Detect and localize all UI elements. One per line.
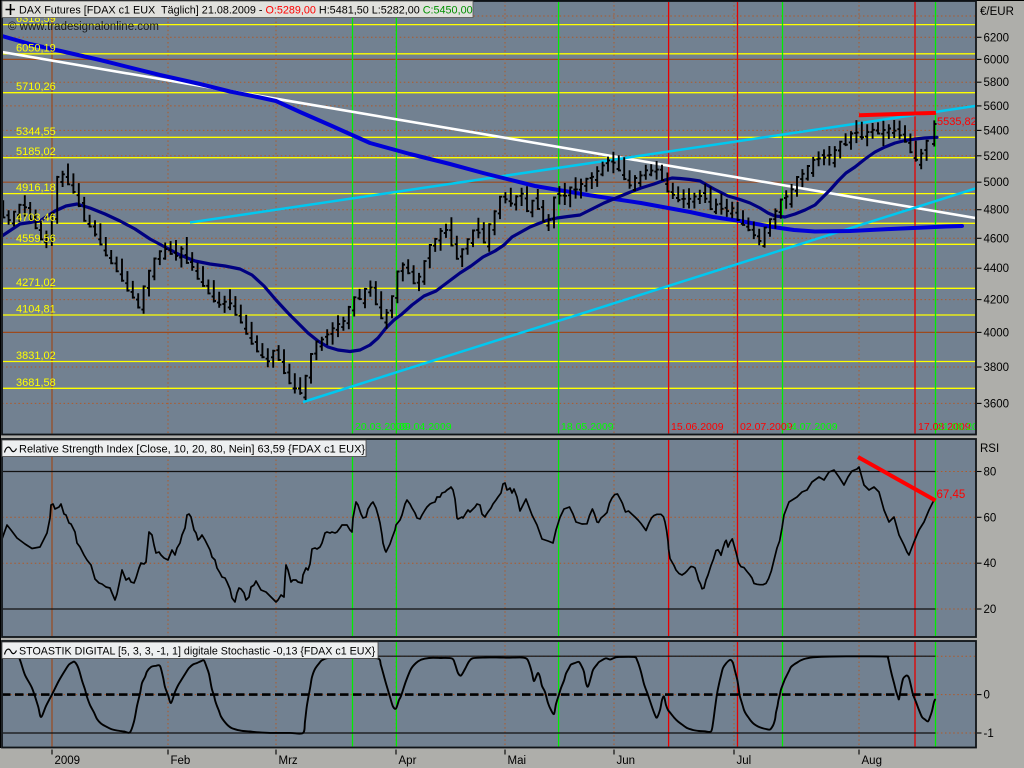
svg-text:4104,81: 4104,81 (16, 304, 56, 316)
svg-text:5600: 5600 (984, 101, 1010, 113)
svg-text:5200: 5200 (984, 151, 1010, 163)
svg-text:© www.tradesignalonline.com: © www.tradesignalonline.com (8, 21, 159, 33)
svg-text:20.03.2009: 20.03.2009 (355, 421, 408, 433)
svg-text:4800: 4800 (984, 205, 1010, 217)
svg-text:5400: 5400 (984, 125, 1010, 137)
svg-text:09.04.2009: 09.04.2009 (399, 421, 452, 433)
svg-text:0: 0 (984, 690, 990, 702)
svg-text:4559,56: 4559,56 (16, 233, 56, 245)
svg-text:5000: 5000 (984, 177, 1010, 189)
svg-text:STOASTIK DIGITAL [5, 3, 3, -1,: STOASTIK DIGITAL [5, 3, 3, -1, 1] digita… (19, 646, 376, 658)
svg-text:€/EUR: €/EUR (980, 6, 1014, 18)
svg-text:Mrz: Mrz (279, 755, 298, 767)
svg-text:Feb: Feb (171, 755, 191, 767)
svg-text:2009: 2009 (55, 755, 81, 767)
svg-text:RSI: RSI (980, 443, 999, 455)
svg-text:80: 80 (984, 467, 997, 479)
svg-text:4600: 4600 (984, 233, 1010, 245)
svg-text:6200: 6200 (984, 32, 1010, 44)
svg-text:60: 60 (984, 512, 997, 524)
svg-text:6000: 6000 (984, 54, 1010, 66)
svg-text:Jun: Jun (617, 755, 636, 767)
svg-text:5344,55: 5344,55 (16, 126, 56, 138)
svg-text:40: 40 (984, 558, 997, 570)
svg-text:3831,02: 3831,02 (16, 350, 56, 362)
svg-text:4200: 4200 (984, 295, 1010, 307)
svg-text:20: 20 (984, 604, 997, 616)
svg-text:15.06.2009: 15.06.2009 (671, 421, 724, 433)
svg-text:Apr: Apr (399, 755, 417, 767)
svg-text:4703,46: 4703,46 (16, 212, 56, 224)
svg-text:17.08.2009: 17.08.2009 (918, 421, 971, 433)
svg-text:3600: 3600 (984, 398, 1010, 410)
svg-text:3681,58: 3681,58 (16, 377, 56, 389)
svg-text:5185,02: 5185,02 (16, 146, 56, 158)
svg-text:4000: 4000 (984, 327, 1010, 339)
svg-text:02.07.2009: 02.07.2009 (740, 421, 793, 433)
svg-text:5710,26: 5710,26 (16, 81, 56, 93)
svg-text:Mai: Mai (508, 755, 527, 767)
svg-text:67,45: 67,45 (937, 489, 966, 501)
svg-text:DAX Futures [FDAX c1 EUX Tägl: DAX Futures [FDAX c1 EUX Täglich] 21.08.… (19, 5, 473, 17)
svg-text:Relative Strength Index [Close: Relative Strength Index [Close, 10, 20, … (19, 444, 365, 456)
svg-text:14.07.2009: 14.07.2009 (785, 421, 838, 433)
svg-text:3800: 3800 (984, 362, 1010, 374)
svg-text:5535,82: 5535,82 (937, 116, 977, 128)
svg-text:4271,02: 4271,02 (16, 277, 56, 289)
svg-text:4400: 4400 (984, 263, 1010, 275)
svg-text:Jul: Jul (737, 755, 752, 767)
svg-text:18.05.2009: 18.05.2009 (561, 421, 614, 433)
svg-text:4916,18: 4916,18 (16, 182, 56, 194)
svg-text:Aug: Aug (862, 755, 882, 767)
svg-text:6050,19: 6050,19 (16, 42, 56, 54)
svg-text:5800: 5800 (984, 77, 1010, 89)
svg-text:-1: -1 (984, 728, 994, 740)
svg-text:21.08.2009: 21.08.2009 (937, 421, 990, 433)
